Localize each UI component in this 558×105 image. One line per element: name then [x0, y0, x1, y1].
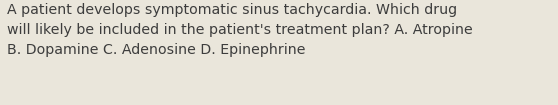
Text: A patient develops symptomatic sinus tachycardia. Which drug
will likely be incl: A patient develops symptomatic sinus tac… — [7, 3, 473, 57]
